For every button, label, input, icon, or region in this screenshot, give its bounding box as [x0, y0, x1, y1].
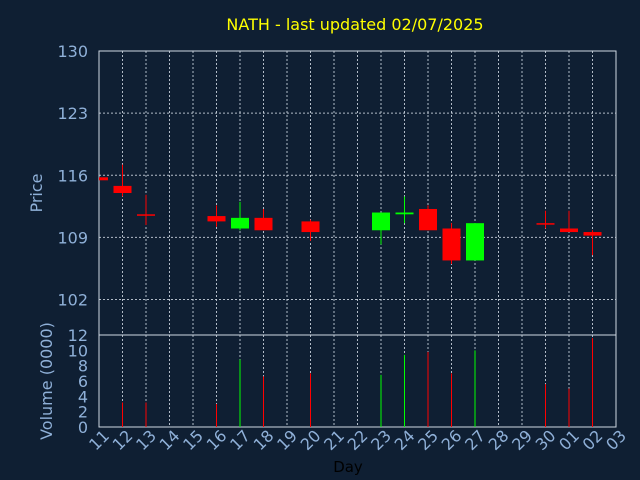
candle-body [137, 214, 155, 216]
price-grid [99, 51, 616, 335]
candle-body [466, 223, 484, 261]
price-axis: 130 123 116 109 102 [57, 42, 88, 310]
volume-tick-label: 2 [78, 403, 88, 422]
price-tick-label: 109 [57, 228, 88, 247]
volume-tick-label: 8 [78, 357, 88, 376]
candle-body [419, 208, 437, 231]
price-candles [99, 164, 602, 264]
price-tick-label: 116 [57, 166, 88, 185]
candle-body [113, 185, 132, 193]
volume-tick-label: 12 [68, 326, 88, 345]
candle-body [536, 223, 555, 225]
candle-body [583, 232, 602, 236]
volume-tick-label: 10 [68, 341, 88, 360]
candle-body [301, 221, 320, 233]
x-axis-label: Day [333, 458, 363, 476]
candle-body [560, 228, 578, 233]
x-axis: 1112131415161718192021222324252627282930… [85, 426, 630, 454]
candle-body [372, 212, 390, 231]
volume-panel-frame [98, 334, 617, 428]
price-tick-label: 123 [57, 104, 88, 123]
candle-body [231, 217, 249, 229]
volume-axis-label: Volume (0000) [37, 322, 56, 440]
volume-tick-label: 0 [78, 418, 88, 437]
candle-body [207, 216, 226, 222]
volume-tick-label: 4 [78, 387, 88, 406]
candle-body [395, 212, 414, 215]
price-axis-label: Price [27, 173, 46, 212]
chart-title: NATH - last updated 02/07/2025 [226, 15, 483, 34]
volume-tick-label: 6 [78, 372, 88, 391]
price-tick-label: 102 [57, 291, 88, 310]
volume-bars [122, 338, 593, 427]
candle-body [254, 217, 273, 231]
candle-body [442, 228, 461, 261]
price-tick-label: 130 [57, 42, 88, 61]
